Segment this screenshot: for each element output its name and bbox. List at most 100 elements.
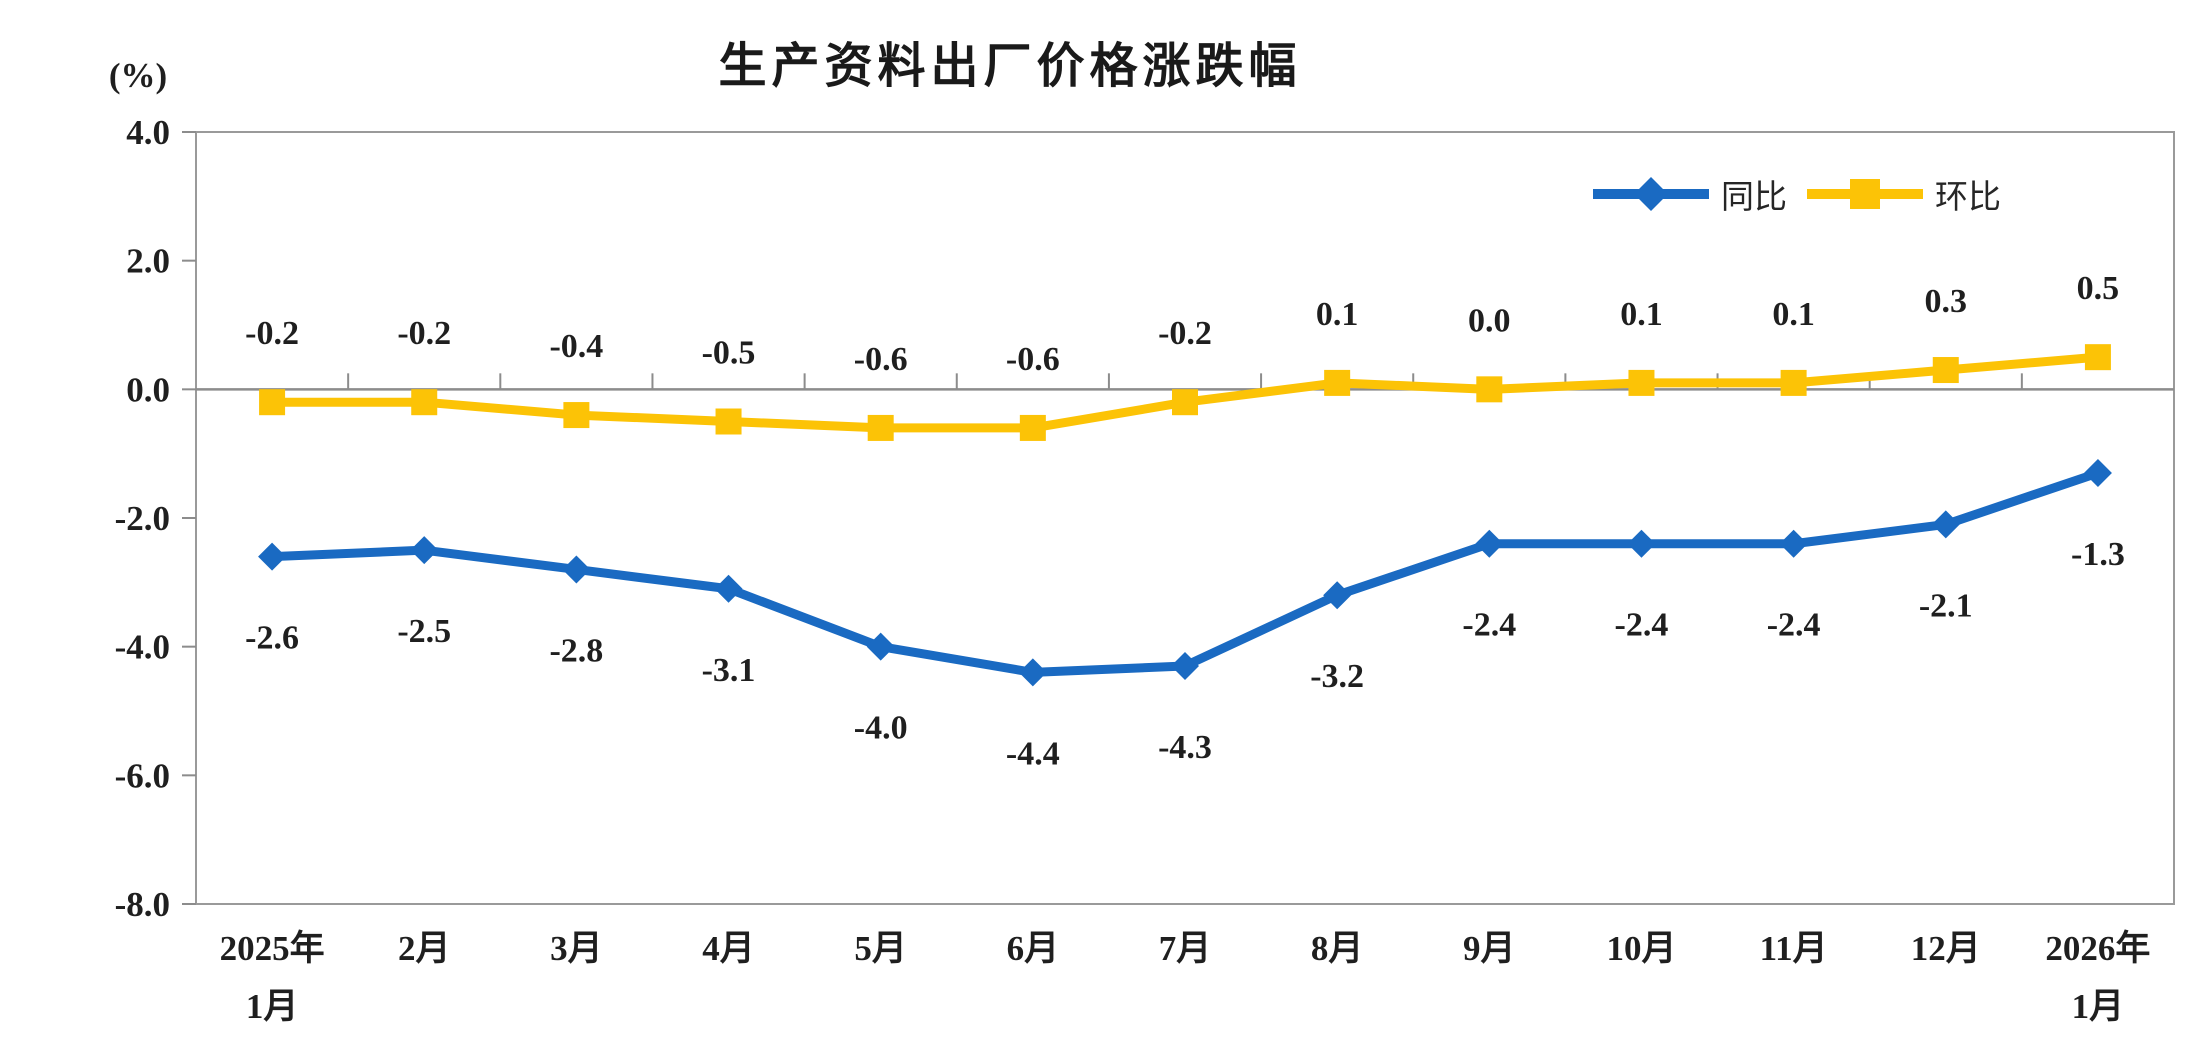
yoy-data-label: -2.8 (549, 632, 603, 669)
x-axis-label: 9月 (1463, 929, 1516, 968)
yoy-data-label: -3.1 (702, 652, 756, 689)
yoy-marker (562, 555, 591, 584)
x-axis-label-line: 7月 (1159, 929, 1212, 968)
y-axis-unit-label: (%) (108, 56, 168, 95)
mom-data-label: -0.2 (397, 315, 451, 352)
yoy-marker (1931, 510, 1960, 539)
x-axis-label-line: 11月 (1760, 929, 1828, 968)
mom-marker (1324, 369, 1351, 396)
yoy-data-label: -2.6 (245, 620, 299, 657)
yoy-marker (1475, 529, 1504, 558)
x-axis-label-line: 8月 (1311, 929, 1364, 968)
mom-data-label: -0.6 (854, 341, 908, 378)
legend: 同比 环比 (1593, 170, 2021, 218)
x-axis-label: 7月 (1159, 929, 1212, 968)
yoy-data-label: -2.4 (1615, 607, 1669, 644)
mom-data-label: 0.5 (2077, 270, 2120, 307)
yoy-marker (1018, 658, 1047, 687)
yoy-data-label: -3.2 (1310, 658, 1364, 695)
x-axis-label: 6月 (1007, 929, 1060, 968)
mom-marker (1932, 357, 1959, 384)
x-axis-label: 10月 (1606, 929, 1676, 968)
mom-marker (2084, 344, 2111, 371)
mom-data-label: -0.2 (1158, 315, 1212, 352)
x-axis-label-line: 2025年 (220, 929, 325, 968)
mom-legend-swatch (1807, 174, 1923, 214)
y-axis-tick-label: 0.0 (126, 370, 170, 409)
yoy-data-label: -4.0 (854, 710, 908, 747)
yoy-marker (1323, 581, 1352, 610)
yoy-marker (258, 542, 287, 571)
mom-data-label: 0.3 (1925, 283, 1968, 320)
yoy-legend-diamond-icon (1634, 177, 1668, 211)
yoy-data-label: -2.4 (1462, 607, 1516, 644)
mom-legend-square-icon (1850, 179, 1880, 209)
x-axis-label: 12月 (1911, 929, 1981, 968)
chart-title: 生产资料出厂价格涨跌幅 (718, 40, 1302, 93)
mom-marker (1172, 389, 1198, 416)
x-axis-label-line: 1月 (2072, 987, 2125, 1026)
x-axis-label: 5月 (854, 929, 907, 968)
x-axis-label-line: 5月 (854, 929, 907, 968)
y-axis-tick-label: 4.0 (126, 113, 170, 152)
yoy-marker (2083, 458, 2112, 487)
x-axis-label-line: 4月 (702, 929, 755, 968)
yoy-marker (1779, 529, 1808, 558)
x-axis-label-line: 10月 (1606, 929, 1676, 968)
y-axis-tick-label: -4.0 (115, 628, 170, 667)
mom-marker (867, 414, 894, 441)
mom-data-label: 0.1 (1316, 296, 1359, 333)
x-axis-label-line: 9月 (1463, 929, 1516, 968)
mom-legend-label: 环比 (1935, 180, 2001, 216)
x-axis-label-line: 3月 (550, 929, 603, 968)
x-axis-label: 2026年 1月 (2045, 929, 2150, 1026)
mom-marker (1019, 414, 1046, 441)
mom-marker (1628, 369, 1655, 396)
yoy-data-label: -1.3 (2071, 536, 2125, 573)
x-axis-label: 11月 (1760, 929, 1828, 968)
mom-data-label: -0.2 (245, 315, 299, 352)
y-axis-tick-label: -8.0 (115, 885, 170, 924)
x-axis-label: 2025年 1月 (220, 929, 325, 1026)
yoy-data-label: -2.4 (1767, 607, 1821, 644)
y-axis-tick-label: -6.0 (115, 756, 170, 795)
mom-data-label: -0.4 (549, 328, 603, 365)
legend-item-mom: 环比 (1807, 170, 2001, 218)
yoy-data-label: -4.4 (1006, 735, 1060, 772)
x-axis-label: 3月 (550, 929, 603, 968)
yoy-data-label: -4.3 (1158, 729, 1212, 766)
mom-marker (411, 389, 438, 416)
x-axis-label: 4月 (702, 929, 755, 968)
y-axis-tick-label: -2.0 (115, 499, 170, 538)
y-axis-tick-label: 2.0 (126, 242, 170, 281)
yoy-legend-label: 同比 (1721, 180, 1787, 216)
x-axis-label-line: 2月 (398, 929, 451, 968)
yoy-data-label: -2.1 (1919, 587, 1973, 624)
mom-marker (715, 408, 742, 435)
yoy-legend-swatch (1593, 174, 1709, 214)
x-axis-label-line: 2026年 (2045, 929, 2150, 968)
mom-data-label: 0.1 (1772, 296, 1815, 333)
mom-data-label: 0.0 (1468, 302, 1511, 339)
yoy-marker (1627, 529, 1656, 558)
mom-data-label: -0.6 (1006, 341, 1060, 378)
yoy-marker (714, 574, 743, 603)
yoy-line (267, 468, 2103, 677)
mom-data-label: 0.1 (1620, 296, 1663, 333)
mom-marker (563, 402, 590, 429)
x-axis-label-line: 12月 (1911, 929, 1981, 968)
yoy-marker (410, 536, 439, 565)
plot-border (195, 131, 2175, 905)
yoy-data-label: -2.5 (397, 613, 451, 650)
mom-marker (259, 389, 286, 416)
x-axis-label-line: 1月 (246, 987, 299, 1026)
legend-item-yoy: 同比 (1593, 170, 1787, 218)
mom-marker (1476, 376, 1503, 403)
x-axis-label: 8月 (1311, 929, 1364, 968)
x-axis-label-line: 6月 (1007, 929, 1060, 968)
yoy-marker (1171, 651, 1199, 680)
yoy-marker (866, 632, 895, 661)
x-axis-label: 2月 (398, 929, 451, 968)
